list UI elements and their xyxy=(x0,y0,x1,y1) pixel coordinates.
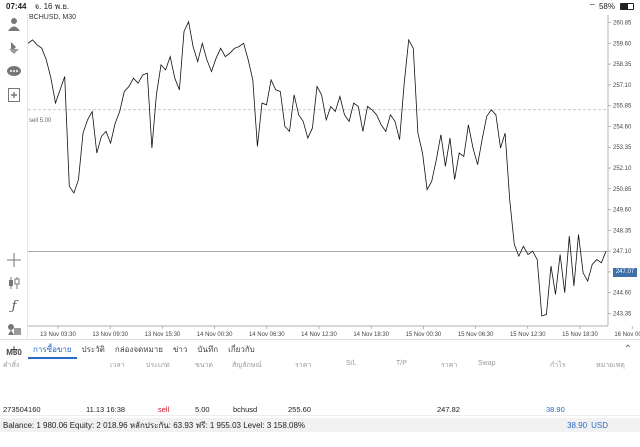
y-tick-label: 250.85 xyxy=(613,187,632,193)
row-divider xyxy=(0,415,640,416)
col-symbol: สัญลักษณ์ xyxy=(232,362,262,369)
y-tick-label: 253.35 xyxy=(613,145,632,151)
timeframe-button[interactable]: M30 xyxy=(6,347,22,357)
price-chart[interactable]: 13 Nov 03:30 13 Nov 09:30 13 Nov 15:30 14 N… xyxy=(28,13,640,339)
objects-icon[interactable] xyxy=(4,320,24,338)
price-series-line xyxy=(28,20,607,317)
order-time: 11.13 16:38 xyxy=(86,405,126,414)
y-tick-label: 260.85 xyxy=(613,20,632,26)
tab-news[interactable]: ข่าว xyxy=(172,344,188,354)
order-type: sell xyxy=(158,405,170,414)
indicator-icon[interactable]: ƒ xyxy=(11,298,17,314)
order-open-price: 255.60 xyxy=(288,405,311,414)
y-tick-label: 257.10 xyxy=(613,83,632,89)
x-tick-label: 14 Nov 00:30 xyxy=(197,332,233,338)
y-tick-label: 255.85 xyxy=(613,104,632,110)
col-time: เวลา xyxy=(110,362,125,369)
new-order-icon[interactable] xyxy=(4,86,24,104)
tab-journal[interactable]: บันทึก xyxy=(197,344,219,354)
col-tp: T/P xyxy=(396,360,407,367)
x-tick-label: 15 Nov 00:30 xyxy=(406,332,442,338)
collapse-icon[interactable]: ⌃ xyxy=(623,343,632,355)
y-tick-label: 243.35 xyxy=(613,312,632,318)
x-tick-label: 15 Nov 18:30 xyxy=(562,332,598,338)
x-tick-label: 14 Nov 18:30 xyxy=(353,332,389,338)
order-symbol: bchusd xyxy=(233,405,258,414)
y-tick-label: 254.60 xyxy=(613,124,632,130)
col-swap: Swap xyxy=(478,360,496,367)
col-order: คำสั่ง xyxy=(3,362,20,369)
col-size: ขนาด xyxy=(195,362,214,369)
x-tick-label: 14 Nov 12:30 xyxy=(301,332,337,338)
battery-percent: 58% xyxy=(598,2,615,11)
sell-order-label: sell 5.00 xyxy=(29,118,52,124)
status-time: 07:44 xyxy=(6,2,27,11)
y-tick-label: 247.10 xyxy=(613,249,632,255)
y-tick-label: 244.60 xyxy=(613,291,632,297)
order-size: 5.00 xyxy=(195,405,210,414)
x-tick-label: 15 Nov 06:30 xyxy=(458,332,494,338)
y-tick-label: 258.35 xyxy=(613,62,632,68)
account-icon[interactable] xyxy=(4,15,24,33)
summary-text: Balance: 1 980.06 Equity: 2 018.96 หลักป… xyxy=(3,420,306,430)
col-price: ราคา xyxy=(295,362,312,369)
tab-trade[interactable]: การซื้อขาย xyxy=(28,340,77,359)
col-comment: หมายเหตุ xyxy=(596,362,625,369)
crosshair-icon[interactable] xyxy=(4,251,24,269)
order-profit: 38.90 xyxy=(546,405,565,414)
summary-currency: USD xyxy=(591,420,608,430)
y-tick-label: 252.10 xyxy=(613,166,632,172)
x-tick-label: 13 Nov 15:30 xyxy=(145,332,181,338)
candlestick-icon[interactable] xyxy=(4,274,24,292)
chart-canvas: 13 Nov 03:30 13 Nov 09:30 13 Nov 15:30 14 N… xyxy=(28,15,640,338)
status-date: จ. 16 พ.ย. xyxy=(34,2,70,11)
y-tick-label: 249.60 xyxy=(613,208,632,214)
status-bar: 07:44 จ. 16 พ.ย. ⌔ 58% xyxy=(0,0,640,13)
trade-icon[interactable] xyxy=(4,39,24,57)
order-current-price: 247.82 xyxy=(437,405,460,414)
tab-about[interactable]: เกี่ยวกับ xyxy=(228,344,255,354)
summary-total-profit: 38.90 xyxy=(567,420,588,430)
current-price-tag: 247.07 xyxy=(613,268,637,277)
x-tick-label: 13 Nov 09:30 xyxy=(92,332,128,338)
col-current-price: ราคา xyxy=(441,362,458,369)
x-tick-label: 16 Nov 00:30 xyxy=(614,332,640,338)
y-tick-label: 259.60 xyxy=(613,41,632,47)
x-tick-label: 14 Nov 06:30 xyxy=(249,332,285,338)
chat-icon[interactable] xyxy=(4,63,24,81)
chart-symbol: BCHUSD, M30 xyxy=(29,14,77,21)
order-id: 273504160 xyxy=(3,405,41,414)
left-toolbar: ƒ M30 xyxy=(0,13,28,357)
y-tick-label: 248.35 xyxy=(613,228,632,234)
tab-mailbox[interactable]: กล่องจดหมาย xyxy=(114,344,163,354)
terminal-tabs: + การซื้อขาย ประวัติ กล่องจดหมาย ข่าว บั… xyxy=(0,339,640,359)
col-sl: S/L xyxy=(346,360,357,367)
col-profit: กำไร xyxy=(550,362,566,369)
x-tick-label: 13 Nov 03:30 xyxy=(40,332,76,338)
tab-history[interactable]: ประวัติ xyxy=(81,344,105,354)
account-summary: Balance: 1 980.06 Equity: 2 018.96 หลักป… xyxy=(0,418,640,432)
wifi-icon: ⌔ xyxy=(588,1,596,11)
battery-icon xyxy=(620,3,634,10)
add-icon[interactable]: + xyxy=(9,341,19,357)
x-tick-label: 15 Nov 12:30 xyxy=(510,332,546,338)
col-type: ประเภท xyxy=(146,362,170,369)
